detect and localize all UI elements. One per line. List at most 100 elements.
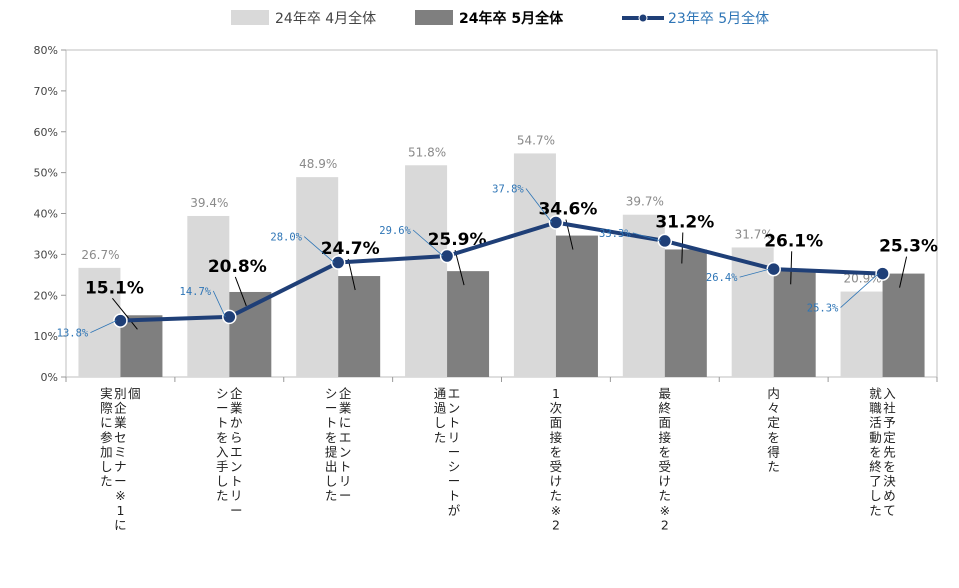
category-label-char: 最 <box>659 386 672 401</box>
category-label-char: を <box>325 430 338 445</box>
y-tick-label: 80% <box>34 44 58 57</box>
category-label-char: 企 <box>114 401 127 416</box>
bar-24-may <box>664 249 707 377</box>
category-label-char: 企 <box>230 386 243 401</box>
bar-24-april <box>513 153 556 377</box>
category-label-char: 過 <box>434 401 447 416</box>
category-label-char: ト <box>448 415 461 430</box>
category-label-char: 得 <box>767 444 780 459</box>
category-label-char: ー <box>114 474 127 489</box>
category-label-char: 入 <box>216 444 229 459</box>
line-23-may-point <box>875 266 890 281</box>
category-label-char: た <box>100 474 113 489</box>
category-label-char: 内 <box>767 386 780 401</box>
category-label-char: 業 <box>339 401 352 416</box>
bar-24-may <box>338 276 381 377</box>
bar-24-may <box>555 235 598 377</box>
bar-24-april-label: 39.7% <box>626 195 664 209</box>
line-23-may-leader <box>303 236 335 263</box>
category-label-char: シ <box>325 386 338 401</box>
legend-label-24-may: 24年卒 5月全体 <box>459 10 564 27</box>
bar-24-april-label: 31.7% <box>735 227 773 241</box>
category-label-char: ト <box>325 415 338 430</box>
legend-swatch-24-may <box>415 10 453 25</box>
category-label-char: 通 <box>434 386 447 401</box>
line-23-may-leader <box>840 273 879 308</box>
bar-24-may-label: 25.9% <box>428 230 487 250</box>
line-23-may-point <box>548 215 564 230</box>
category-label-char: エ <box>230 444 243 459</box>
category-label-char: 動 <box>869 430 882 445</box>
category-label-char: 々 <box>767 401 780 416</box>
category-label-char: リ <box>230 488 243 503</box>
line-23-may-point <box>222 309 237 325</box>
category-label-char: た <box>767 459 780 474</box>
category-label-char: ト <box>448 488 461 503</box>
category-label-char: た <box>216 488 229 503</box>
line-23-may-label: 28.0% <box>270 232 302 244</box>
category-label-char: を <box>659 444 672 459</box>
category-label-char: 接 <box>659 430 672 445</box>
y-tick-label: 30% <box>34 248 58 261</box>
category-label-char: ー <box>230 503 243 518</box>
line-23-may-leader <box>412 229 444 257</box>
category-label-char: に <box>339 415 352 430</box>
category-label-char: ー <box>448 474 461 489</box>
category-label-char: 面 <box>550 415 563 430</box>
category-label-char: し <box>434 415 447 430</box>
y-tick-label: 60% <box>34 126 58 139</box>
category-label-char: 加 <box>100 444 113 459</box>
line-23-may-leader <box>632 232 661 242</box>
bar-24-may <box>120 315 163 377</box>
category-label-char: 了 <box>869 474 882 489</box>
category-label-char: に <box>100 415 113 430</box>
bar-24-may-leader <box>112 297 138 330</box>
category-label-char: を <box>216 430 229 445</box>
y-tick-label: 70% <box>34 85 58 98</box>
line-23-may-point <box>439 248 455 264</box>
category-label-char: ト <box>216 415 229 430</box>
category-label-char: 業 <box>230 401 243 416</box>
category-label-char: 次 <box>550 401 563 416</box>
y-tick-label: 10% <box>34 330 58 343</box>
category-label-char: 別 <box>114 386 127 401</box>
line-23-may-label: 37.8% <box>492 183 524 195</box>
bar-24-april <box>187 215 230 377</box>
category-label-char: 入 <box>883 386 896 401</box>
category-label-char: た <box>325 488 338 503</box>
bar-24-may-label: 34.6% <box>538 200 597 220</box>
category-label-char: 業 <box>114 415 127 430</box>
bar-24-may-label: 15.1% <box>85 278 144 298</box>
category-label-char: ン <box>339 444 352 459</box>
category-label-char: ※ <box>551 503 561 518</box>
category-label-char: 企 <box>339 386 352 401</box>
bar-24-april-label: 39.4% <box>190 196 228 210</box>
category-label-char: エ <box>448 386 461 401</box>
category-label-char: 定 <box>767 415 780 430</box>
category-label-char: を <box>550 444 563 459</box>
category-label-char: ※ <box>115 488 125 503</box>
category-label-char: リ <box>339 474 352 489</box>
category-label-char: を <box>767 430 780 445</box>
bar-24-may-label: 20.8% <box>208 257 267 277</box>
legend-swatch-24-april <box>231 10 269 25</box>
line-23-may-leader <box>525 188 553 223</box>
category-label-char: エ <box>339 430 352 445</box>
category-label-char: 社 <box>883 401 896 416</box>
category-label-char: を <box>869 444 882 459</box>
line-23-may <box>120 220 883 323</box>
bar-24-may-leader <box>234 276 247 307</box>
category-label-char: ン <box>230 459 243 474</box>
category-label-char: セ <box>114 430 127 445</box>
category-label-char: ト <box>339 459 352 474</box>
line-23-may-label: 14.7% <box>180 286 212 298</box>
bar-24-april <box>296 177 339 377</box>
category-label-char: た <box>659 488 672 503</box>
category-label-char: を <box>883 459 896 474</box>
category-label-char: 予 <box>883 415 896 430</box>
category-label-char: 提 <box>325 444 338 459</box>
bar-24-may <box>882 273 925 377</box>
category-label-char: ら <box>230 430 243 445</box>
